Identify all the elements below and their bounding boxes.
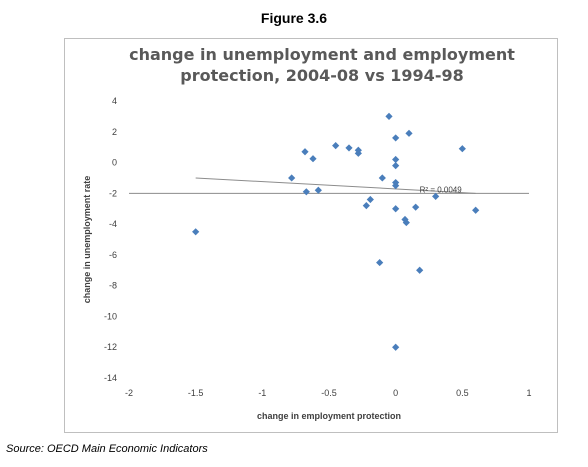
data-point xyxy=(392,162,400,170)
data-point xyxy=(385,112,393,120)
x-axis-ticks: -2 -1.5 -1 -0.5 0 0.5 1 xyxy=(125,388,532,398)
data-point xyxy=(458,145,466,153)
data-point xyxy=(345,144,353,152)
data-point xyxy=(392,343,400,351)
data-point xyxy=(378,174,386,182)
trendline xyxy=(195,177,476,194)
x-tick-label: 0 xyxy=(393,388,398,398)
y-tick-label: -2 xyxy=(109,188,117,198)
x-tick-label: -1 xyxy=(258,388,266,398)
data-point xyxy=(376,258,384,267)
data-point xyxy=(392,205,400,213)
chart-title-line: protection, 2004-08 vs 1994-98 xyxy=(180,66,463,85)
trendline-group: R² = 0.0049 xyxy=(195,177,476,194)
data-point xyxy=(309,155,317,163)
y-tick-label: -4 xyxy=(109,219,117,229)
data-points xyxy=(192,112,480,351)
data-point xyxy=(354,149,362,157)
data-point xyxy=(288,174,296,182)
data-point xyxy=(332,142,340,150)
data-point xyxy=(402,218,410,227)
data-point xyxy=(416,266,424,274)
y-tick-label: -12 xyxy=(104,342,117,352)
data-point xyxy=(314,186,322,194)
y-tick-label: -6 xyxy=(109,250,117,260)
data-point xyxy=(366,195,374,204)
chart-title: change in unemployment and employment pro… xyxy=(129,45,515,85)
chart-frame xyxy=(64,38,558,433)
data-point xyxy=(392,182,400,190)
y-tick-label: -14 xyxy=(104,373,117,383)
data-point xyxy=(392,155,400,164)
data-point xyxy=(392,134,400,142)
x-tick-label: -0.5 xyxy=(321,388,337,398)
y-axis-ticks: 4 2 0 -2 -4 -6 -8 -10 -12 -14 xyxy=(104,96,117,383)
x-tick-label: 1 xyxy=(526,388,531,398)
r-squared-label: R² = 0.0049 xyxy=(420,185,463,194)
x-axis-label: change in employment protection xyxy=(257,411,401,421)
y-axis-label: change in unemployment rate xyxy=(82,176,92,304)
x-tick-label: -2 xyxy=(125,388,133,398)
x-tick-label: 0.5 xyxy=(456,388,469,398)
y-tick-label: -10 xyxy=(104,311,117,321)
data-point xyxy=(192,228,200,236)
data-point xyxy=(432,192,440,201)
source-note: Source: OECD Main Economic Indicators xyxy=(6,443,208,455)
data-point xyxy=(302,188,310,196)
scatter-chart: change in unemployment and employment pro… xyxy=(82,45,532,421)
data-point xyxy=(301,148,309,156)
x-tick-label: -1.5 xyxy=(188,388,204,398)
data-point xyxy=(472,206,480,214)
y-tick-label: -8 xyxy=(109,281,117,291)
y-tick-label: 0 xyxy=(112,158,117,168)
data-point xyxy=(412,203,420,211)
data-point xyxy=(405,129,413,137)
y-tick-label: 4 xyxy=(112,96,117,106)
figure-label: Figure 3.6 xyxy=(260,10,328,26)
chart-title-line: change in unemployment and employment xyxy=(129,45,515,64)
y-tick-label: 2 xyxy=(112,127,117,137)
data-point xyxy=(362,202,370,210)
